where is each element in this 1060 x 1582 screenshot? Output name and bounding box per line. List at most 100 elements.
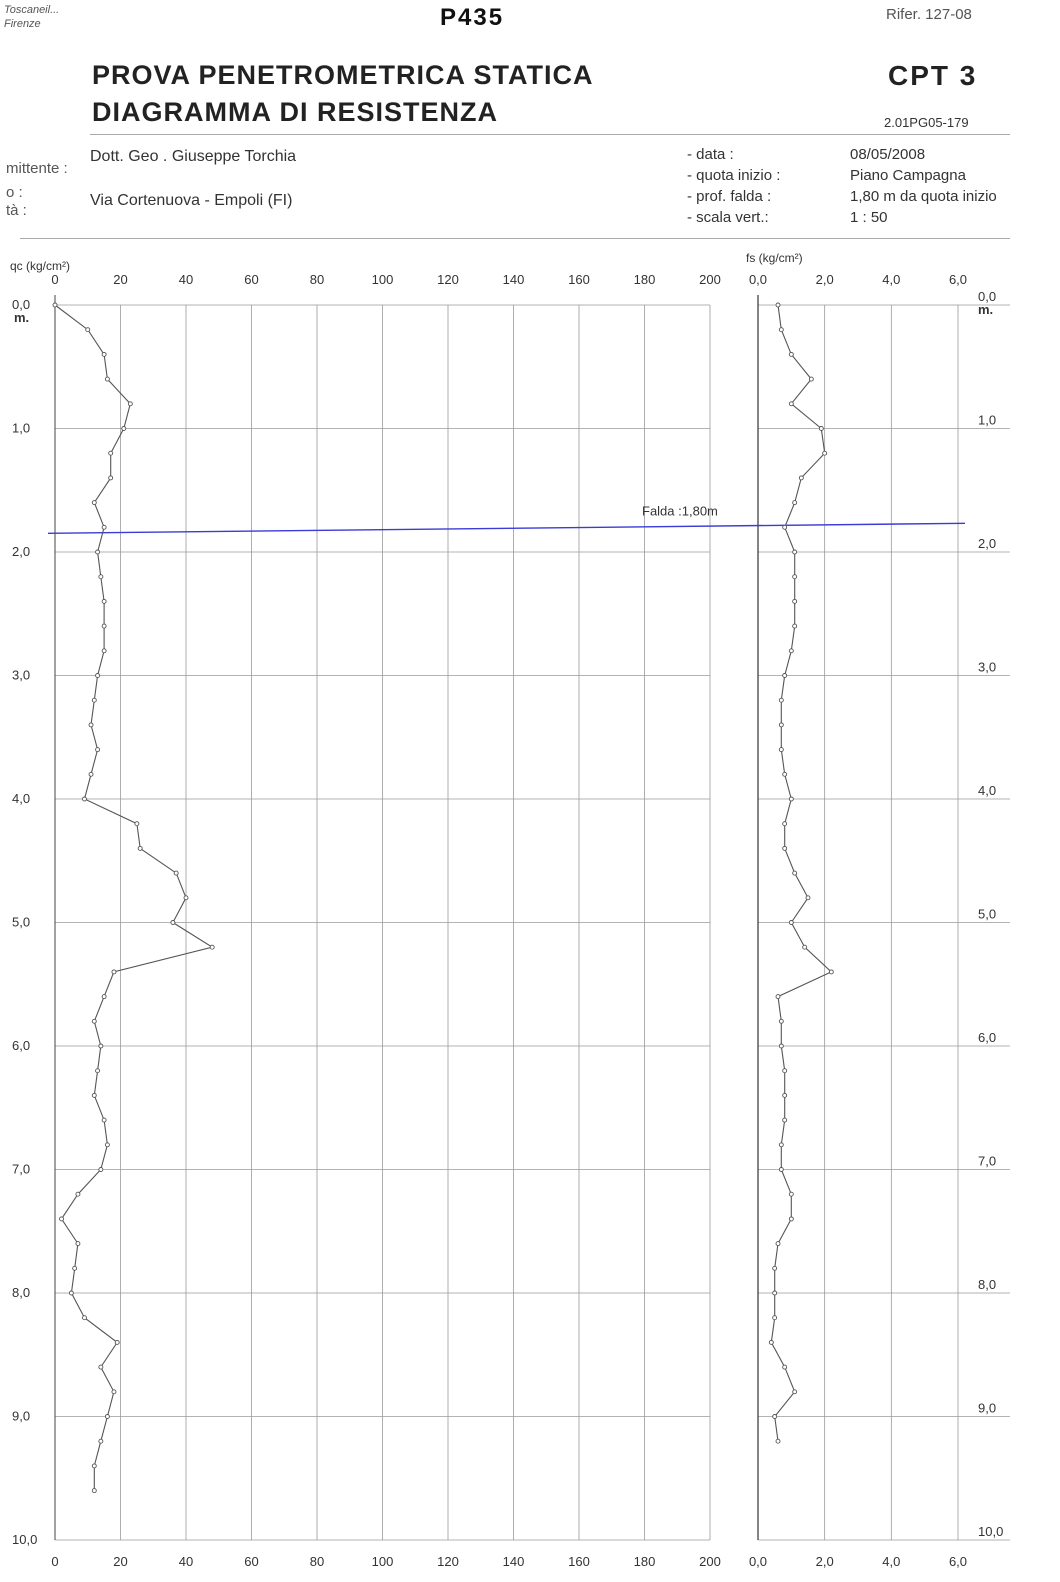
fs-data-point: [792, 500, 798, 506]
fs-data-point: [782, 821, 788, 827]
qc-data-point: [170, 920, 176, 925]
fs-data-point: [775, 1241, 781, 1247]
qc-data-point: [52, 302, 58, 308]
fs-data-point: [772, 1315, 778, 1321]
fs-data-point: [788, 796, 794, 802]
qc-data-point: [72, 1265, 78, 1271]
depth-tick-label-left: 0,0: [12, 297, 30, 312]
fs-data-point: [782, 1068, 788, 1074]
fs-data-point: [792, 549, 798, 555]
fs-tick-label-top: 0,0: [749, 272, 767, 287]
qc-tick-label-top: 20: [113, 272, 127, 287]
qc-data-point: [104, 1414, 110, 1419]
meta-value-data: 08/05/2008: [850, 146, 926, 163]
corner-text-1: Toscaneil...: [4, 4, 60, 16]
fs-data-point: [788, 920, 794, 925]
qc-tick-label-bottom: 180: [634, 1554, 656, 1569]
fs-data-point: [792, 598, 798, 604]
fs-tick-label-top: 4,0: [882, 272, 900, 287]
fs-data-point: [828, 969, 834, 975]
depth-tick-label-right: 2,0: [978, 536, 996, 551]
qc-tick-label-top: 180: [634, 272, 656, 287]
qc-data-point: [68, 1290, 74, 1296]
qc-data-point: [98, 1043, 104, 1049]
committente-label: mittente :: [6, 160, 68, 177]
fs-data-point: [778, 697, 784, 703]
fs-data-point: [782, 1364, 788, 1370]
fs-tick-label-bottom: 2,0: [816, 1554, 834, 1569]
qc-data-point: [88, 771, 94, 777]
qc-data-point: [183, 895, 189, 901]
depth-tick-label-left: 2,0: [12, 544, 30, 559]
qc-data-point: [101, 994, 107, 1000]
fs-data-point: [788, 1216, 794, 1222]
qc-tick-label-top: 120: [437, 272, 459, 287]
qc-data-point: [104, 376, 110, 382]
falda-label: Falda :1,80m: [642, 503, 718, 518]
qc-data-point: [134, 821, 140, 827]
qc-axis-title: qc (kg/cm²): [10, 259, 70, 273]
fs-tick-label-bottom: 0,0: [749, 1554, 767, 1569]
meta-value-quota: Piano Campagna: [850, 167, 966, 184]
qc-data-point: [85, 327, 91, 333]
depth-tick-label-right: 1,0: [978, 413, 996, 428]
qc-data-point: [173, 870, 179, 876]
qc-data-point: [101, 351, 107, 357]
qc-tick-label-bottom: 140: [503, 1554, 525, 1569]
fs-tick-label-top: 2,0: [816, 272, 834, 287]
qc-data-point: [98, 1438, 104, 1444]
depth-tick-label-right: 4,0: [978, 783, 996, 798]
riferimento: Rifer. 127-08: [886, 6, 972, 23]
fs-data-point: [778, 1167, 784, 1172]
depth-tick-label-left: 8,0: [12, 1285, 30, 1300]
fs-data-point: [822, 450, 828, 456]
depth-tick-label-left: 4,0: [12, 791, 30, 806]
qc-data-point: [101, 598, 107, 604]
fs-data-point: [778, 327, 784, 333]
qc-data-point: [75, 1241, 81, 1247]
header-divider: [90, 134, 1010, 135]
qc-data-point: [82, 1315, 87, 1321]
qc-tick-label-top: 60: [244, 272, 258, 287]
fs-data-point: [788, 401, 794, 407]
fs-data-point: [772, 1265, 778, 1271]
qc-tick-label-bottom: 120: [437, 1554, 459, 1569]
qc-tick-label-bottom: 0: [51, 1554, 58, 1569]
fs-data-point: [792, 574, 798, 580]
depth-tick-label-right: 8,0: [978, 1277, 996, 1292]
qc-data-point: [95, 673, 101, 678]
fs-data-point: [778, 1043, 784, 1049]
localita-label: tà :: [6, 202, 27, 219]
qc-data-point: [95, 1068, 101, 1074]
fs-data-point: [778, 1018, 784, 1024]
depth-tick-label-left: 9,0: [12, 1409, 30, 1424]
qc-tick-label-bottom: 100: [372, 1554, 394, 1569]
fs-data-point: [772, 1290, 778, 1296]
qc-data-point: [98, 1167, 104, 1172]
doc-code: 2.01PG05-179: [884, 115, 969, 130]
falda-line: [47, 522, 966, 534]
qc-data-point: [75, 1191, 81, 1197]
fs-tick-label-top: 6,0: [949, 272, 967, 287]
fs-data-point: [782, 524, 788, 530]
fs-tick-label-bottom: 6,0: [949, 1554, 967, 1569]
fs-data-point: [782, 771, 788, 777]
qc-tick-label-bottom: 20: [113, 1554, 127, 1569]
fs-data-point: [775, 994, 781, 1000]
qc-data-point: [95, 549, 101, 555]
depth-tick-label-right: 3,0: [978, 660, 996, 675]
qc-data-point: [127, 401, 133, 407]
qc-data-point: [121, 426, 127, 431]
qc-data-point: [111, 969, 117, 975]
fs-data-point: [768, 1339, 774, 1345]
fs-data-point: [778, 1142, 784, 1148]
test-id: CPT 3: [888, 60, 978, 91]
fs-data-point: [788, 648, 794, 654]
fs-data-point: [782, 845, 788, 851]
qc-data-point: [91, 500, 97, 506]
depth-unit-right: m.: [978, 302, 993, 317]
project-code: P435: [440, 4, 505, 31]
fs-data-point: [782, 1117, 788, 1123]
depth-tick-label-right: 6,0: [978, 1030, 996, 1045]
